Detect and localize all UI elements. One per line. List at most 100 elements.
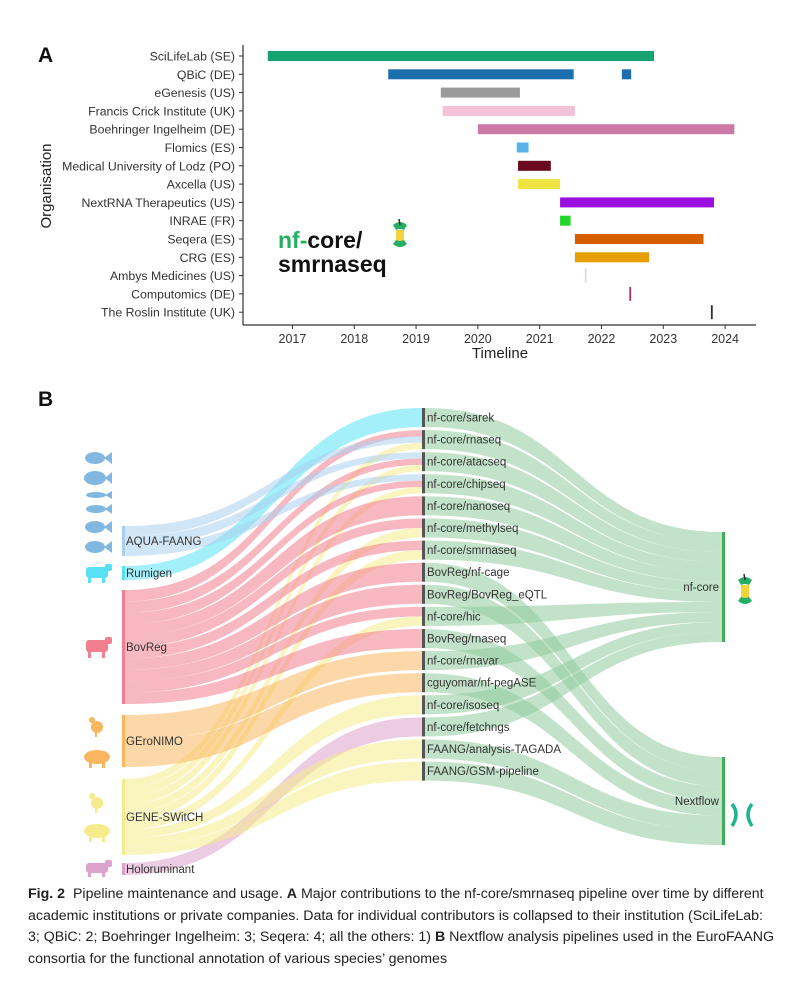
pipeline-node <box>422 739 425 759</box>
gantt-bar <box>388 69 574 80</box>
x-tick-label: 2018 <box>340 332 368 346</box>
gantt-bar <box>574 234 704 244</box>
sankey-link <box>125 739 422 847</box>
cow-icon-rumigen <box>86 564 112 583</box>
framework-node <box>722 757 725 845</box>
x-tick-label: 2024 <box>711 332 739 346</box>
pipeline-label: nf-core/chipseq <box>427 479 506 491</box>
sankey-link <box>425 632 722 737</box>
sankey-link <box>125 474 422 556</box>
pipeline-label: BovReg/BovReg_eQTL <box>427 589 548 601</box>
fish-tail-icon <box>105 472 112 484</box>
nf-core-apple-icon <box>738 573 752 604</box>
pipeline-node <box>422 695 425 715</box>
consortium-label: BovReg <box>126 642 167 654</box>
sankey-labels: AQUA-FAANG Rumigen BovReg GEroNIMO GENE-SWit… <box>126 413 720 877</box>
sankey-link <box>125 452 422 546</box>
gantt-bar <box>442 105 575 116</box>
sankey-link <box>425 673 722 816</box>
pipeline-label: BovReg/rnaseq <box>427 634 506 646</box>
fish-tail-icon <box>105 504 112 514</box>
consortium-node <box>122 715 125 767</box>
gantt-bar <box>584 268 587 283</box>
sankey-link <box>125 480 422 625</box>
logo-pipeline-text: smrnaseq <box>278 251 387 277</box>
pig-icon-geneswitch <box>84 824 110 842</box>
caption-b-label: B <box>434 929 446 945</box>
pipeline-label: nf-core/smrnaseq <box>427 545 516 557</box>
pipeline-node <box>422 540 425 560</box>
pipeline-label: nf-core/nanoseq <box>427 501 510 513</box>
caption-b-text: Nextflow analysis pipelines used in the … <box>28 929 775 967</box>
gantt-y-labels: SciLifeLab (SE) QBiC (DE) eGenesis (US) Fra… <box>62 50 243 320</box>
consortium-node <box>122 779 125 855</box>
sankey-link <box>125 584 422 682</box>
y-axis-title: Organisation <box>38 143 55 228</box>
gantt-chart: SciLifeLab (SE) QBiC (DE) eGenesis (US) Fra… <box>38 45 756 362</box>
pipeline-label: nf-core/atacseq <box>427 457 506 469</box>
nf-core-smrnaseq-logo: nf-core/ smrnaseq <box>278 218 407 277</box>
sankey-link <box>425 474 722 572</box>
sankey-link <box>125 458 422 613</box>
y-tick-label: INRAE (FR) <box>169 214 235 228</box>
consortium-label: Holoruminant <box>126 864 195 876</box>
gantt-bar <box>574 252 650 263</box>
sankey-link <box>425 612 722 671</box>
y-tick-label: Axcella (US) <box>167 178 235 192</box>
y-tick-label: eGenesis (US) <box>154 86 235 100</box>
chicken-icon-geronimo <box>89 717 103 737</box>
logo-nf-core-text: nf-core/ <box>278 227 363 253</box>
sankey-link <box>425 622 722 715</box>
sankey-link <box>425 452 722 562</box>
gantt-x-ticks: 2017 2018 2019 2020 2021 2022 2023 2024 <box>279 325 739 346</box>
fish-tail-icon <box>104 521 112 533</box>
logo-core: core/ <box>307 227 363 253</box>
consortium-node <box>122 526 125 556</box>
sankey-link <box>125 562 422 670</box>
nextflow-icon <box>730 802 754 827</box>
consortium-label: Rumigen <box>126 568 172 580</box>
pipeline-node <box>422 673 425 693</box>
fish-icon <box>85 541 105 553</box>
figure-caption: Fig. 2 Pipeline maintenance and usage. A… <box>28 884 776 970</box>
x-tick-label: 2019 <box>402 332 430 346</box>
chicken-icon-geneswitch <box>89 793 103 813</box>
y-tick-label: Boehringer Ingelheim (DE) <box>89 123 235 137</box>
species-icons <box>84 452 112 877</box>
gantt-bar <box>560 197 714 208</box>
sankey-link <box>425 540 722 602</box>
sankey-link <box>425 408 722 542</box>
y-tick-label: Seqera (ES) <box>167 233 235 247</box>
sankey-link <box>425 518 722 592</box>
cow-icon-bovreg <box>86 637 112 658</box>
pipeline-label: nf-core/hic <box>427 611 481 623</box>
sankey-link <box>125 761 422 855</box>
y-tick-label: Flomics (ES) <box>165 141 235 155</box>
pipeline-label: BovReg/nf-cage <box>427 567 509 579</box>
consortium-node <box>122 863 125 875</box>
figure-2: A SciLifeLab (SE) QBiC (DE) eGenesis (US) F… <box>38 44 756 877</box>
gantt-bar <box>710 305 713 320</box>
pipeline-node <box>422 717 425 737</box>
consortium-label: GEroNIMO <box>126 736 183 748</box>
gantt-bar <box>518 160 551 171</box>
caption-a-label: A <box>286 886 297 902</box>
pipeline-node <box>422 430 425 450</box>
x-tick-label: 2021 <box>526 332 554 346</box>
consortium-node <box>122 590 125 704</box>
gantt-bar <box>629 286 632 301</box>
sankey-link <box>125 540 422 659</box>
sankey-link <box>425 629 722 801</box>
fish-icons <box>84 452 112 553</box>
pipeline-node <box>422 496 425 516</box>
pipeline-node <box>422 629 425 648</box>
pipeline-node <box>422 651 425 671</box>
fish-icon <box>86 505 106 513</box>
pipeline-label: nf-core/methylseq <box>427 523 518 535</box>
sankey-link <box>125 436 422 536</box>
framework-node <box>722 532 725 642</box>
pipeline-node <box>422 761 425 781</box>
caption-a-text: Major contributions to the nf-core/smrna… <box>28 886 764 945</box>
gantt-bar <box>516 142 529 153</box>
pipeline-node <box>422 518 425 538</box>
